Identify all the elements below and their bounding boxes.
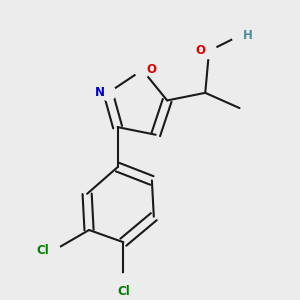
Circle shape [232,28,247,43]
Circle shape [116,274,131,289]
Text: O: O [195,44,205,57]
Text: Cl: Cl [117,285,130,298]
Circle shape [100,85,116,100]
Circle shape [135,62,150,78]
Text: Cl: Cl [36,244,49,257]
Text: N: N [95,86,105,99]
Circle shape [201,43,217,58]
Text: H: H [243,29,253,42]
Text: O: O [146,64,156,76]
Circle shape [45,243,61,259]
